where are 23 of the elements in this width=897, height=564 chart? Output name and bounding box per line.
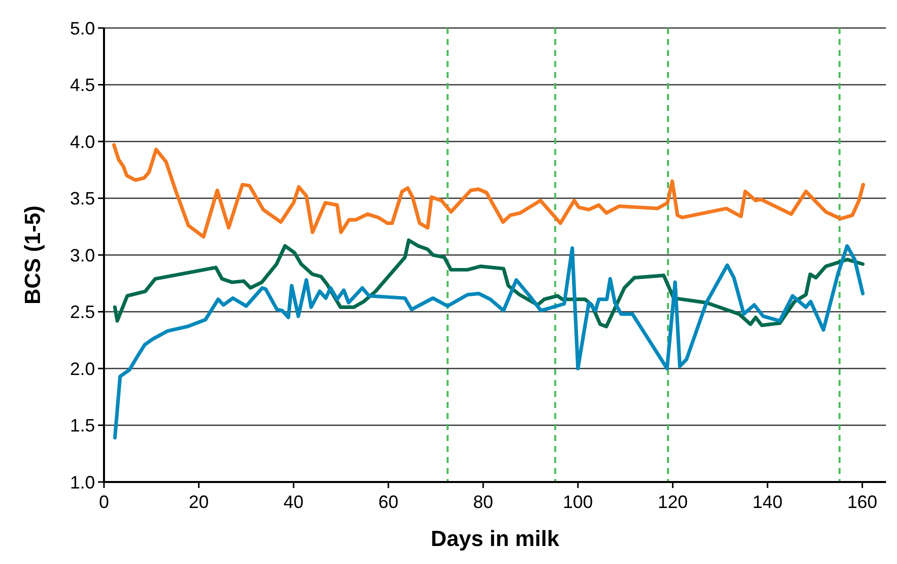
y-tick-label: 3.0 [70, 245, 95, 266]
x-tick-label: 160 [847, 492, 878, 512]
x-tick-label: 120 [658, 492, 688, 512]
x-tick-label: 140 [752, 492, 783, 512]
y-tick-label: 2.5 [70, 302, 95, 322]
y-tick-label: 4.0 [70, 132, 95, 152]
x-tick-label: 60 [378, 492, 398, 512]
y-tick-label: 1.5 [70, 416, 95, 436]
line-series [113, 238, 865, 328]
x-axis-title: Days in milk [430, 526, 560, 551]
x-tick-label: 100 [562, 492, 593, 512]
x-tick-label: 20 [188, 492, 209, 512]
x-tick-label: 0 [98, 492, 110, 512]
y-tick-label: 5.0 [70, 18, 95, 38]
y-tick-label: 2.0 [70, 358, 95, 379]
y-tick-label: 1.0 [70, 472, 95, 492]
y-axis-title: BCS (1-5) [20, 205, 45, 305]
x-tick-label: 80 [473, 492, 494, 512]
y-tick-label: 4.5 [70, 75, 95, 96]
line-series [112, 143, 866, 239]
x-tick-label: 40 [284, 492, 304, 512]
y-tick-label: 3.5 [70, 188, 95, 209]
line-series [113, 244, 865, 440]
